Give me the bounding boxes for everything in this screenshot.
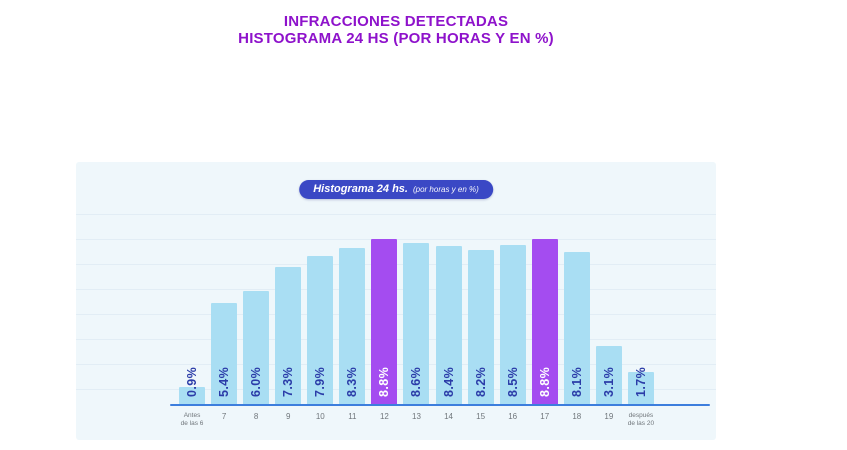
x-axis-ticks: Antes de las 6 7 8 9 10 11 12 13 14 15 16 17 18 19 des…	[176, 412, 657, 428]
bar-value-label: 5.4%	[217, 366, 232, 397]
x-tick-label: 11	[348, 412, 357, 421]
x-tick-label: 8	[253, 412, 259, 421]
x-tick-label: 15	[476, 412, 486, 421]
x-tick-label: 14	[444, 412, 453, 421]
bar-slot: 8.8%	[368, 162, 400, 404]
x-tick-label: 7	[221, 412, 227, 421]
x-tick-label: 18	[572, 412, 582, 421]
bar	[435, 246, 462, 404]
bar	[307, 256, 334, 404]
bar-highlighted	[371, 239, 398, 404]
histogram-badge: Histograma 24 hs. (por horas y en %)	[299, 180, 493, 199]
bar	[595, 346, 622, 404]
badge-subtitle: (por horas y en %)	[412, 185, 479, 194]
badge-title: Histograma 24 hs.	[313, 183, 408, 195]
bar-highlighted	[531, 239, 558, 404]
x-tick-label: 13	[412, 412, 421, 421]
bar-value-label: 3.1%	[601, 366, 616, 397]
x-tick-label: Antes de las 6	[180, 412, 204, 428]
bar-slot: 6.0%	[240, 162, 272, 404]
bar-value-label: 8.2%	[473, 366, 488, 397]
bar	[403, 243, 430, 404]
bar-slot: 8.5%	[497, 162, 529, 404]
page-title-line1: INFRACCIONES DETECTADAS	[283, 13, 509, 30]
bar-slot: 5.4%	[208, 162, 240, 404]
bar-slot: 8.1%	[561, 162, 593, 404]
bar	[563, 252, 590, 404]
x-tick-label: 17	[540, 412, 550, 421]
bar-value-label: 8.5%	[505, 366, 520, 397]
bar-value-label: 6.0%	[249, 366, 264, 397]
bar	[211, 303, 238, 404]
bar-value-label: 1.7%	[633, 366, 648, 397]
bar	[499, 245, 526, 404]
bar-value-label: 8.4%	[441, 366, 456, 397]
bar	[339, 248, 366, 404]
x-tick-label: 10	[315, 412, 325, 421]
bar-value-label: 8.8%	[377, 366, 392, 397]
bar	[467, 250, 494, 404]
bar-slot: 8.6%	[400, 162, 432, 404]
bar-slot: 1.7%	[625, 162, 657, 404]
bar-value-label: 7.3%	[281, 366, 296, 397]
bar-value-label: 8.6%	[409, 366, 424, 397]
bar-slot: 7.3%	[272, 162, 304, 404]
page-title: INFRACCIONES DETECTADAS HISTOGRAMA 24 HS…	[76, 13, 716, 47]
bar	[179, 387, 206, 404]
x-tick-label: 16	[508, 412, 518, 421]
bar-slot: 8.8%	[529, 162, 561, 404]
bar-value-label: 0.9%	[185, 366, 200, 397]
bar-slot: 3.1%	[593, 162, 625, 404]
bar	[275, 267, 302, 404]
bar-value-label: 8.3%	[345, 366, 360, 397]
page-title-line2: HISTOGRAMA 24 HS (POR HORAS Y EN %)	[238, 30, 554, 47]
bar-slot: 0.9%	[176, 162, 208, 404]
x-axis-line	[170, 404, 710, 406]
bar-slot: 7.9%	[304, 162, 336, 404]
bar-value-label: 8.1%	[569, 366, 584, 397]
bars-row: 0.9% 5.4% 6.0% 7.3% 7.9% 8.3% 8.8% 8.6% 8.4% 8.2%…	[176, 162, 657, 404]
x-tick-label: 19	[604, 412, 614, 421]
bar	[627, 372, 654, 404]
chart-panel: Histograma 24 hs. (por horas y en %) 0.9…	[76, 162, 716, 440]
x-tick-label: después de las 20	[627, 412, 655, 428]
bar-slot: 8.3%	[336, 162, 368, 404]
x-tick-label: 9	[285, 412, 291, 421]
bar	[243, 291, 270, 404]
x-tick-label: 12	[379, 412, 389, 421]
bar-slot: 8.2%	[465, 162, 497, 404]
bar-value-label: 7.9%	[313, 366, 328, 397]
bar-slot: 8.4%	[433, 162, 465, 404]
bar-value-label: 8.8%	[537, 366, 552, 397]
